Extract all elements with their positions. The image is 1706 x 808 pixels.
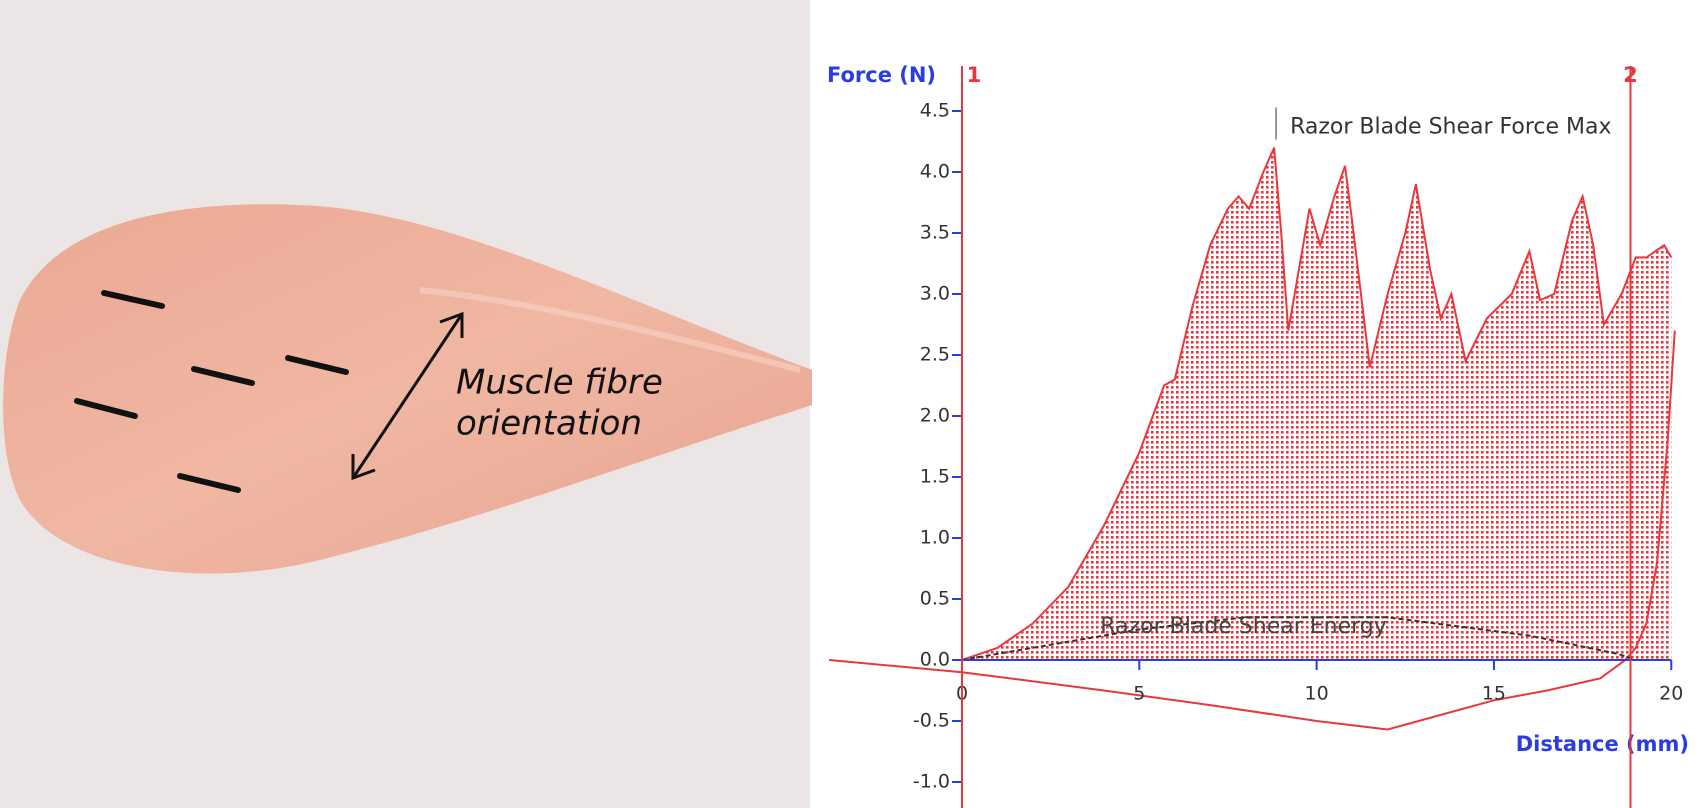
y-tick-label: -1.0 [913,771,950,793]
area [962,147,1672,661]
chart: 05101520-1.0-0.50.00.51.01.52.02.53.03.5… [827,63,1689,808]
cursor-label: 2 [1623,63,1638,87]
y-tick-label: 3.5 [920,222,950,244]
x-tick-label: 20 [1659,683,1683,705]
line [828,330,1676,731]
photo-label: orientation [456,404,642,444]
fibre-arrow [351,311,464,481]
y-tick-label: 4.5 [920,100,950,122]
x-tick-label: 10 [1305,683,1329,705]
y-axis-label: Force (N) [827,63,936,87]
y-tick-label: 1.5 [920,466,950,488]
y-tick-label: 0.0 [920,649,950,671]
y-tick-label: 2.0 [920,405,950,427]
y-tick-label: 2.5 [920,344,950,366]
y-tick-label: 0.5 [920,588,950,610]
photo: Muscle fibre orientation [0,0,812,808]
line [961,147,1673,661]
y-tick-label: 1.0 [920,527,950,549]
cursor-label: 1 [967,63,982,87]
highlight [419,287,801,373]
annotation: Razor Blade Shear Energy [1100,614,1387,639]
photo-label: Muscle fibre [456,363,663,403]
annotation: Razor Blade Shear Force Max [1290,115,1611,140]
y-tick-label: 3.0 [920,283,950,305]
y-tick-label: 4.0 [920,161,950,183]
x-tick-label: 15 [1482,683,1506,705]
y-tick-label: -0.5 [913,710,950,732]
x-axis-label: Distance (mm) [1516,732,1689,756]
line [961,616,1637,661]
cut-marks [74,290,349,493]
x-tick-label: 5 [1133,683,1145,705]
